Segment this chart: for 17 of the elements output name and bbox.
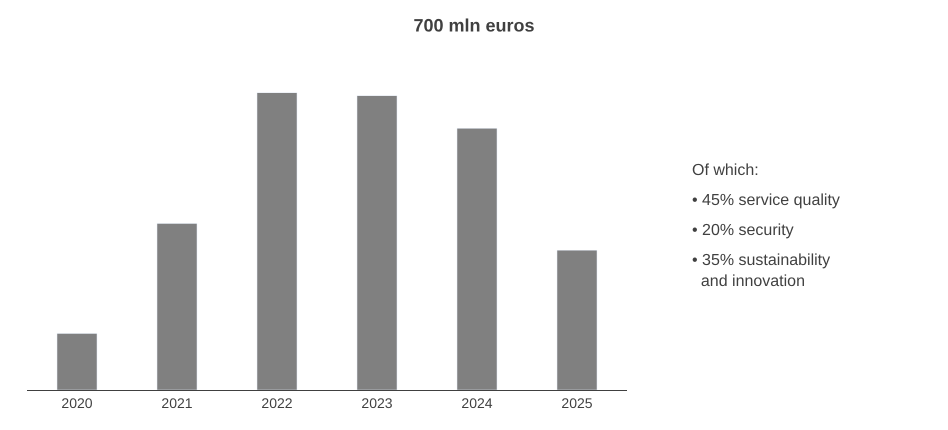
x-tick-label: 2025: [561, 394, 593, 411]
bar: [356, 95, 398, 390]
bar: [156, 223, 198, 390]
bar: [556, 250, 598, 390]
x-tick-label: 2021: [161, 394, 193, 411]
bar: [456, 128, 498, 390]
text: • 45% service quality: [692, 192, 840, 209]
x-tick-label: 2024: [461, 394, 493, 411]
bar: [256, 92, 298, 390]
text: • 35% sustainability and innovation: [692, 252, 830, 290]
x-tick-label: 2022: [261, 394, 293, 411]
text: • 20% security: [692, 222, 794, 239]
chart-title: 700 mln euros: [413, 15, 535, 36]
text: Of which:: [692, 162, 759, 179]
bar: [56, 333, 98, 390]
x-tick-label: 2020: [61, 394, 93, 411]
x-tick-label: 2023: [361, 394, 393, 411]
